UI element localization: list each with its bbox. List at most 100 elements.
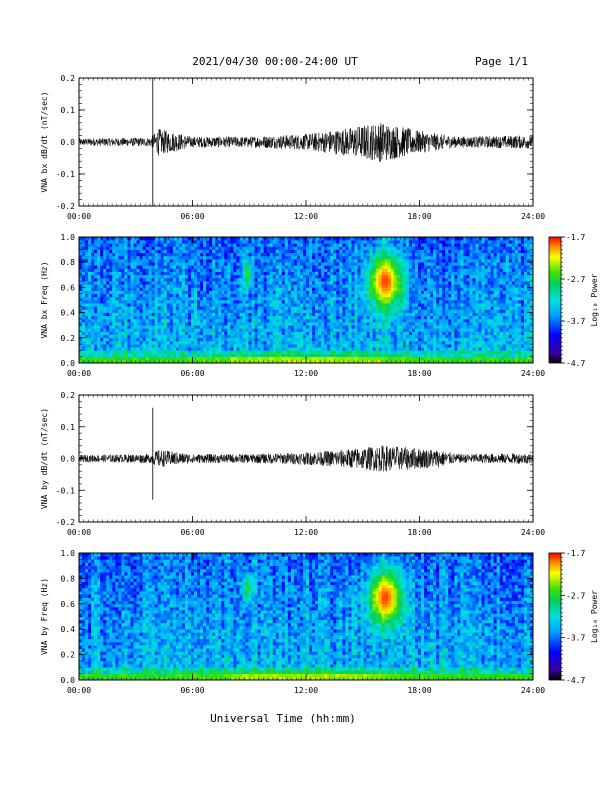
spectrogram-cell	[345, 259, 349, 263]
spectrogram-cell	[327, 268, 331, 272]
spectrogram-cell	[345, 303, 349, 307]
spectrogram-cell	[399, 312, 404, 317]
spectrogram-cell	[100, 350, 104, 354]
spectrogram-cell	[127, 259, 131, 263]
spectrogram-cell	[266, 300, 270, 304]
spectrogram-cell	[263, 315, 267, 320]
spectrogram-cell	[118, 350, 122, 354]
spectrogram-cell	[363, 315, 367, 320]
spectrogram-cell	[206, 255, 210, 260]
spectrogram-cell	[142, 262, 146, 266]
spectrogram-cell	[372, 325, 376, 329]
spectrogram-cell	[184, 337, 189, 342]
spectrogram-cell	[91, 268, 95, 272]
spectrogram-cell	[430, 284, 434, 288]
spectrogram-cell	[336, 318, 340, 323]
spectrogram-cell	[369, 249, 373, 254]
spectrogram-cell	[239, 315, 243, 320]
spectrogram-cell	[275, 240, 280, 244]
spectrogram-cell	[275, 331, 280, 335]
spectrogram-cell	[154, 249, 158, 254]
spectrogram-cell	[251, 277, 255, 282]
spectrogram-cell	[227, 296, 231, 301]
spectrogram-cell	[408, 262, 413, 266]
spectrogram-cell	[275, 300, 280, 304]
spectrogram-cell	[148, 293, 152, 298]
spectrogram-cell	[284, 350, 289, 354]
spectrogram-cell	[339, 350, 343, 354]
spectrogram-cell	[236, 287, 240, 291]
spectrogram-cell	[278, 252, 283, 257]
spectrogram-cell	[187, 359, 192, 364]
spectrogram-cell	[100, 249, 104, 254]
spectrogram-cell	[384, 293, 389, 298]
spectrogram-cell	[330, 268, 334, 272]
spectrogram-cell	[160, 312, 165, 317]
spectrogram-cell	[178, 252, 183, 257]
spectrogram-cell	[187, 277, 192, 282]
spectrogram-cell	[342, 290, 346, 294]
spectrogram-cell	[82, 344, 86, 348]
spectrogram-cell	[160, 287, 165, 291]
spectrogram-cell	[190, 318, 195, 323]
spectrogram-cell	[91, 344, 95, 348]
spectrogram-cell	[97, 296, 101, 301]
spectrogram-cell	[360, 344, 364, 348]
spectrogram-cell	[378, 268, 382, 272]
spectrogram-cell	[233, 246, 237, 250]
spectrogram-cell	[82, 315, 86, 320]
spectrogram-cell	[399, 359, 404, 364]
spectrogram-cell	[200, 277, 204, 282]
spectrogram-cell	[411, 246, 416, 250]
spectrogram-cell	[79, 246, 83, 250]
spectrogram-cell	[384, 337, 389, 342]
spectrogram-cell	[324, 271, 328, 276]
spectrogram-cell	[203, 344, 207, 348]
spectrogram-cell	[378, 277, 382, 282]
spectrogram-cell	[154, 281, 158, 285]
spectrogram-cell	[257, 344, 261, 348]
spectrogram-cell	[417, 281, 422, 285]
spectrogram-cell	[345, 240, 349, 244]
spectrogram-cell	[421, 356, 425, 361]
spectrogram-cell	[257, 284, 261, 288]
spectrogram-cell	[263, 359, 267, 364]
spectrogram-cell	[94, 303, 98, 307]
spectrogram-cell	[360, 268, 364, 272]
spectrogram-cell	[112, 303, 116, 307]
spectrogram-cell	[287, 237, 292, 241]
spectrogram-cell	[399, 249, 404, 254]
spectrogram-cell	[399, 265, 404, 269]
spectrogram-cell	[378, 265, 382, 269]
spectrogram-cell	[399, 262, 404, 266]
spectrogram-cell	[272, 312, 277, 317]
spectrogram-cell	[330, 290, 334, 294]
spectrogram-cell	[112, 255, 116, 260]
spectrogram-cell	[163, 296, 168, 301]
spectrogram-cell	[227, 359, 231, 364]
spectrogram-cell	[430, 265, 434, 269]
spectrogram-cell	[321, 318, 325, 323]
spectrogram-cell	[287, 271, 292, 276]
spectrogram-cell	[118, 240, 122, 244]
spectrogram-cell	[200, 315, 204, 320]
spectrogram-cell	[257, 322, 261, 326]
spectrogram-cell	[421, 359, 425, 364]
spectrogram-cell	[390, 259, 395, 263]
spectrogram-cell	[151, 237, 155, 241]
spectrogram-cell	[336, 328, 340, 332]
spectrogram-cell	[375, 249, 379, 254]
spectrogram-cell	[242, 353, 246, 357]
spectrogram-cell	[306, 331, 310, 335]
spectrogram-cell	[154, 347, 158, 351]
spectrogram-cell	[284, 255, 289, 260]
spectrogram-cell	[263, 268, 267, 272]
spectrogram-cell	[281, 281, 286, 285]
spectrogram-cell	[130, 350, 134, 354]
spectrogram-cell	[154, 268, 158, 272]
spectrogram-cell	[112, 249, 116, 254]
spectrogram-cell	[85, 306, 89, 310]
spectrogram-cell	[324, 344, 328, 348]
spectrogram-cell	[369, 350, 373, 354]
spectrogram-cell	[272, 337, 277, 342]
